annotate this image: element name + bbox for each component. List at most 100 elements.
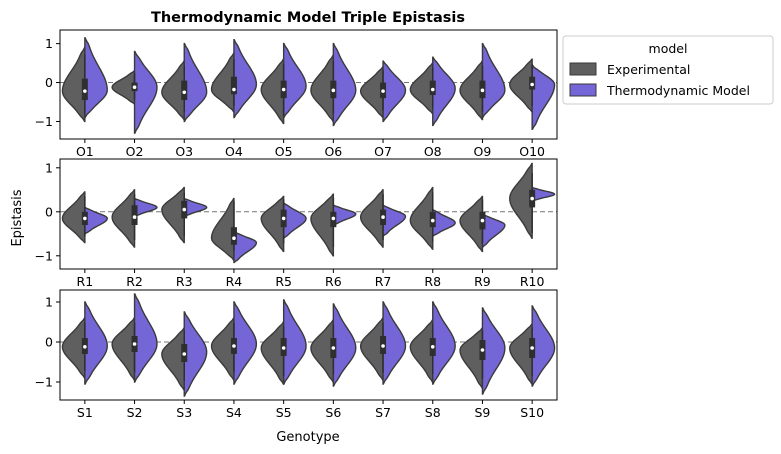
violin-experimental-S3 — [161, 327, 185, 391]
violin-experimental-R3 — [161, 186, 185, 244]
violin-experimental-S7 — [359, 317, 384, 381]
x-tick-label-O7: O7 — [374, 144, 392, 159]
violin-thermodynamic-O7 — [382, 60, 407, 123]
x-tick-label-R9: R9 — [474, 274, 491, 289]
y-tick-label: 1 — [45, 295, 53, 310]
y-axis-label: Epistasis — [10, 189, 25, 246]
x-tick-label-R2: R2 — [126, 274, 143, 289]
iqr-box-R2 — [131, 205, 138, 225]
violin-experimental-O9 — [459, 60, 484, 121]
median-point-S5 — [281, 346, 286, 350]
median-point-R1 — [83, 216, 87, 221]
y-tick-label: 0 — [45, 75, 53, 90]
x-tick-label-S2: S2 — [127, 405, 143, 420]
violin-thermodynamic-R8 — [432, 208, 456, 237]
violin-experimental-R4 — [210, 197, 235, 261]
x-tick-label-R6: R6 — [325, 274, 342, 289]
violin-thermodynamic-O10 — [531, 64, 556, 130]
median-point-R2 — [132, 215, 137, 219]
y-tick-label: −1 — [35, 248, 53, 263]
x-tick-label-S5: S5 — [276, 405, 292, 420]
median-point-O6 — [331, 88, 336, 93]
violin-experimental-O5 — [260, 58, 285, 125]
x-tick-label-S3: S3 — [176, 405, 192, 420]
x-axis-label: Genotype — [276, 430, 339, 445]
violin-thermodynamic-R6 — [332, 204, 357, 226]
median-point-S6 — [331, 346, 336, 350]
x-tick-label-R3: R3 — [176, 274, 193, 289]
violin-experimental-S4 — [210, 317, 235, 381]
median-point-S1 — [83, 345, 87, 349]
median-point-O3 — [182, 90, 187, 95]
y-tick-label: 0 — [45, 335, 53, 350]
x-tick-label-O10: O10 — [519, 144, 545, 159]
median-point-R9 — [480, 218, 485, 223]
violin-experimental-R1 — [61, 191, 86, 244]
median-point-R7 — [381, 215, 385, 219]
x-tick-label-S8: S8 — [425, 405, 441, 420]
violin-thermodynamic-R10 — [531, 186, 556, 202]
panel-frame — [59, 29, 558, 140]
violin-thermodynamic-S3 — [183, 311, 208, 397]
violin-thermodynamic-S9 — [481, 307, 506, 395]
x-tick-label-S4: S4 — [226, 405, 242, 420]
median-point-S3 — [182, 352, 187, 356]
legend: model Experimental Thermodynamic Model — [562, 35, 774, 105]
violin-thermodynamic-S1 — [84, 301, 108, 385]
x-tick-label-S10: S10 — [520, 405, 544, 420]
violin-experimental-O1 — [61, 46, 86, 123]
median-point-R5 — [281, 216, 286, 221]
x-tick-label-R7: R7 — [375, 274, 392, 289]
violin-experimental-S10 — [509, 323, 533, 385]
violin-thermodynamic-O3 — [183, 42, 208, 123]
y-tick-label: 1 — [45, 160, 53, 175]
median-point-O5 — [281, 87, 286, 92]
violin-experimental-R2 — [111, 189, 136, 248]
violin-thermodynamic-O5 — [282, 42, 307, 119]
iqr-box-R4 — [230, 227, 237, 245]
violin-experimental-R5 — [260, 195, 285, 253]
violin-thermodynamic-R4 — [233, 230, 258, 264]
legend-frame — [562, 35, 774, 105]
violin-thermodynamic-O6 — [332, 42, 357, 127]
y-tick-label: 1 — [45, 36, 53, 51]
y-tick-label: −1 — [35, 375, 53, 390]
median-point-S10 — [530, 346, 534, 350]
y-tick-label: −1 — [35, 114, 53, 129]
violin-thermodynamic-S7 — [382, 301, 407, 385]
panel-frame — [59, 289, 558, 401]
violin-thermodynamic-S10 — [531, 305, 556, 387]
legend-label-thermodynamic-model: Thermodynamic Model — [606, 83, 750, 98]
violin-experimental-O2 — [111, 70, 136, 105]
median-point-O7 — [381, 89, 385, 93]
x-tick-label-O3: O3 — [175, 144, 193, 159]
violin-experimental-O10 — [509, 58, 533, 113]
violin-thermodynamic-O1 — [84, 37, 108, 119]
violin-experimental-S5 — [260, 321, 285, 385]
violin-thermodynamic-S8 — [432, 301, 456, 385]
iqr-box-O4 — [230, 76, 237, 95]
violin-experimental-S1 — [61, 317, 86, 379]
median-point-O1 — [83, 89, 87, 93]
median-point-O4 — [232, 87, 236, 92]
violin-experimental-O7 — [359, 66, 384, 119]
y-tick-label: 0 — [45, 204, 53, 219]
legend-swatch-experimental — [569, 62, 597, 76]
panel-2: R1 R2 R3 R4 R5 R6 R7 R8 R9 R10 −1 0 1 — [35, 158, 558, 289]
x-tick-label-O5: O5 — [275, 144, 293, 159]
legend-swatch-thermodynamic-model — [569, 83, 597, 97]
violin-thermodynamic-O4 — [233, 39, 258, 119]
violin-experimental-O8 — [409, 62, 434, 115]
violin-experimental-O4 — [210, 52, 235, 113]
x-tick-label-S9: S9 — [475, 405, 491, 420]
legend-title: model — [649, 41, 688, 56]
x-tick-label-R8: R8 — [424, 274, 441, 289]
violin-experimental-R6 — [310, 193, 335, 257]
violin-thermodynamic-O2 — [133, 50, 158, 134]
median-point-R8 — [430, 218, 435, 223]
violin-experimental-S6 — [310, 319, 335, 383]
violin-thermodynamic-R5 — [282, 202, 307, 239]
x-tick-label-O8: O8 — [424, 144, 442, 159]
